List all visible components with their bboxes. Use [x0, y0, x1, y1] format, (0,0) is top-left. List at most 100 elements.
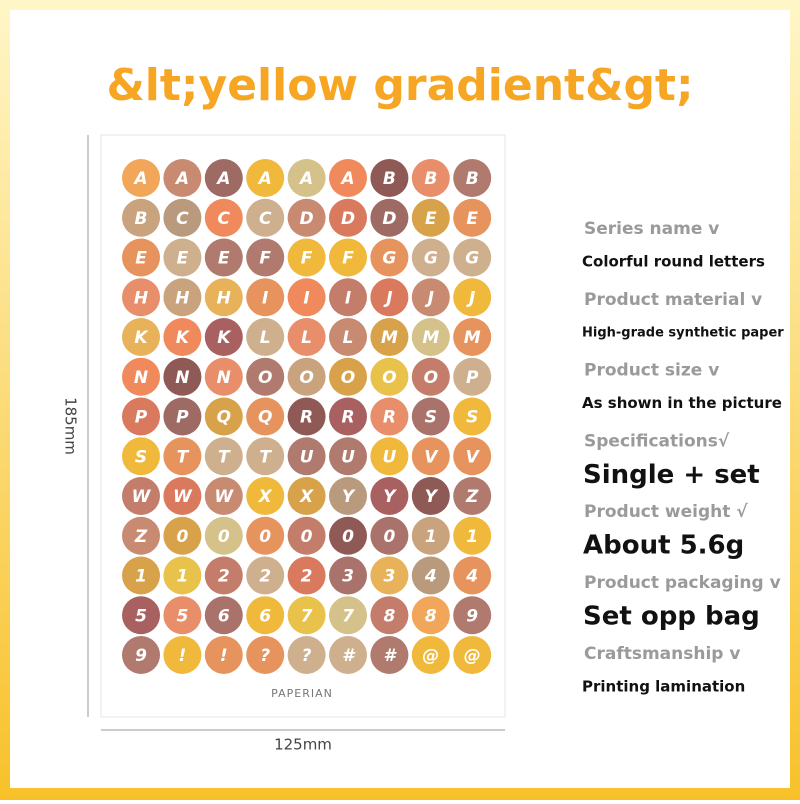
sticker — [453, 278, 492, 317]
sticker — [411, 596, 450, 635]
sticker — [204, 556, 243, 595]
sticker-letter: O — [424, 368, 438, 388]
sticker-letter: 6 — [259, 606, 271, 626]
sticker — [453, 198, 492, 237]
sticker-letter: M — [464, 328, 481, 348]
sticker-letter: T — [177, 447, 190, 467]
sticker — [370, 596, 409, 635]
sticker — [411, 397, 450, 436]
sticker — [122, 437, 160, 476]
sticker — [204, 198, 243, 237]
sticker — [287, 238, 326, 277]
sticker-letter: C — [259, 209, 272, 229]
sticker-letter: 2 — [259, 567, 271, 587]
sticker-letter: K — [134, 328, 149, 348]
sticker-letter: Z — [134, 527, 148, 547]
sticker-letter: R — [300, 408, 313, 428]
sticker — [163, 636, 202, 674]
sticker — [329, 238, 367, 277]
sticker — [163, 238, 202, 277]
sticker-letter: L — [260, 328, 271, 348]
sticker-letter: G — [382, 249, 396, 269]
sticker-letter: ? — [260, 646, 270, 666]
sticker — [122, 198, 160, 237]
sticker-letter: A — [298, 169, 313, 189]
sticker — [287, 636, 326, 674]
sticker — [287, 556, 326, 595]
sticker-letter: 3 — [342, 567, 354, 587]
sticker — [163, 159, 202, 197]
sticker-letter: 8 — [383, 606, 395, 626]
sticker — [246, 516, 285, 555]
sticker-letter: T — [259, 447, 272, 467]
sticker — [287, 318, 326, 356]
sticker-letter: 3 — [383, 567, 395, 587]
sticker-letter: A — [257, 169, 272, 189]
sticker-letter: S — [425, 408, 437, 428]
sticker-letter: 0 — [342, 527, 354, 547]
sticker-letter: P — [176, 408, 189, 428]
sticker — [246, 477, 285, 515]
sticker — [329, 596, 367, 635]
sticker — [453, 318, 492, 356]
sticker — [411, 198, 450, 237]
sticker — [204, 357, 243, 396]
sticker — [246, 159, 285, 197]
sticker-letter: Q — [258, 408, 272, 428]
sticker-letter: F — [342, 249, 354, 269]
sticker-letter: A — [132, 169, 147, 189]
sticker — [246, 437, 285, 476]
sticker — [246, 596, 285, 635]
sticker-letter: 7 — [301, 606, 313, 626]
spec-label: Product weight √ — [584, 502, 748, 522]
sticker — [122, 278, 160, 317]
sticker — [163, 278, 202, 317]
sticker — [287, 357, 326, 396]
sticker-letter: V — [466, 447, 481, 467]
sticker — [246, 278, 285, 317]
sticker-grid: A A A A A A B B BB C C C D D D E EE E E F F F G G GH H H I I I J J JK K K L… — [122, 159, 492, 674]
spec-label: Product size v — [584, 361, 719, 381]
sticker-letter: G — [465, 249, 479, 269]
sticker — [411, 278, 450, 317]
sticker — [370, 477, 409, 515]
sticker — [329, 278, 367, 317]
sticker-letter: Y — [425, 487, 439, 507]
sticker — [411, 159, 450, 197]
sticker-letter: J — [425, 288, 434, 308]
sticker — [287, 278, 326, 317]
spec-value: Set opp bag — [583, 602, 760, 632]
sticker — [453, 477, 492, 515]
sticker — [122, 318, 160, 356]
sticker-letter: W — [132, 487, 152, 507]
sticker — [122, 516, 160, 555]
sticker-letter: 0 — [259, 527, 271, 547]
sticker — [370, 437, 409, 476]
sticker — [163, 516, 202, 555]
sticker-letter: 9 — [466, 606, 478, 626]
sticker-letter: B — [466, 169, 479, 189]
sticker — [411, 238, 450, 277]
sticker-letter: K — [176, 328, 191, 348]
sticker — [370, 318, 409, 356]
sticker-letter: H — [217, 288, 231, 308]
sticker — [287, 596, 326, 635]
sticker-letter: 0 — [176, 527, 188, 547]
sticker — [163, 437, 202, 476]
sticker-letter: S — [466, 408, 478, 428]
sticker-letter: I — [303, 288, 309, 308]
sticker-letter: E — [177, 249, 189, 269]
sticker — [453, 437, 492, 476]
spec-value: Colorful round letters — [582, 253, 765, 271]
sticker-letter: L — [343, 328, 354, 348]
sticker — [287, 477, 326, 515]
brand: PAPERIAN — [271, 687, 333, 700]
sticker-letter: G — [424, 249, 438, 269]
sticker-letter: O — [299, 368, 313, 388]
sticker-letter: 1 — [135, 567, 147, 587]
spec-list: Series name v Colorful round letters Produ… — [582, 219, 784, 695]
sticker-letter: J — [466, 288, 475, 308]
sticker — [411, 516, 450, 555]
sticker-letter: P — [466, 368, 479, 388]
sticker-letter: X — [299, 487, 314, 507]
